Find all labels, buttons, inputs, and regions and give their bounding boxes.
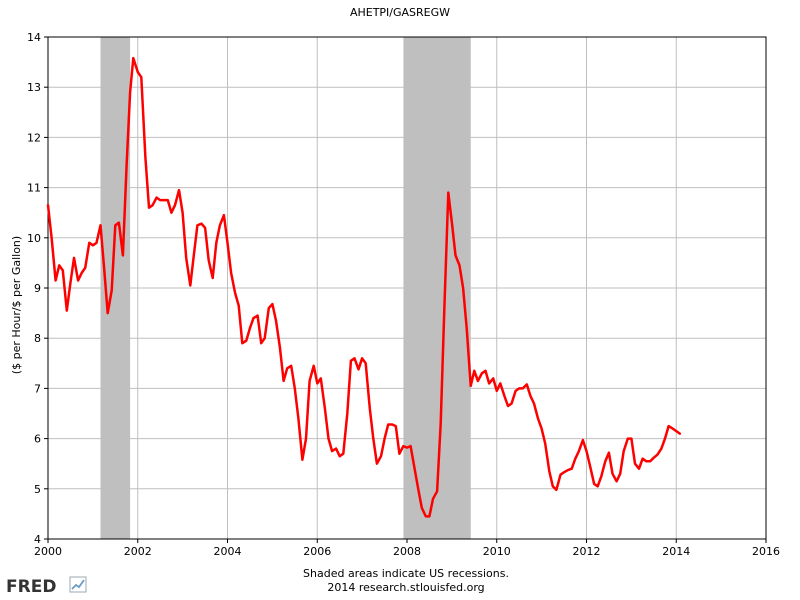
x-tick-labels: 2000 2002 2004 2006 2008 2010 2012 2014 2016 (34, 545, 780, 558)
y-gridlines (44, 36, 766, 540)
fred-chart-icon (69, 576, 87, 593)
y-tick-label: 10 (27, 232, 41, 245)
x-tick-label: 2008 (393, 545, 421, 558)
y-tick-label: 8 (34, 332, 41, 345)
y-tick-label: 6 (34, 433, 41, 446)
series-line-1 (46, 56, 682, 518)
x-tick-label: 2004 (214, 545, 242, 558)
x-tick-label: 2002 (124, 545, 152, 558)
series-lines (46, 56, 682, 518)
x-tick-label: 2012 (573, 545, 601, 558)
y-tick-label: 5 (34, 483, 41, 496)
x-tick-label: 2000 (34, 545, 62, 558)
fred-logo: FRED (6, 576, 87, 597)
x-gridlines (47, 37, 767, 543)
x-tick-label: 2010 (483, 545, 511, 558)
y-axis-label: ($ per Hour/$ per Gallon) (10, 236, 23, 374)
x-tick-label: 2014 (662, 545, 690, 558)
y-tick-label: 11 (27, 182, 41, 195)
x-tick-label: 2016 (752, 545, 780, 558)
y-tick-labels: 4 5 6 7 8 9 10 11 12 13 14 (27, 31, 41, 546)
y-tick-label: 14 (27, 31, 41, 44)
y-tick-label: 9 (34, 282, 41, 295)
footer-note: Shaded areas indicate US recessions. (303, 567, 509, 580)
x-tick-label: 2006 (303, 545, 331, 558)
footer-source: 2014 research.stlouisfed.org (327, 581, 484, 594)
y-tick-label: 7 (34, 382, 41, 395)
fred-logo-text: FRED (6, 577, 56, 597)
plot-border (47, 36, 767, 540)
y-tick-label: 13 (27, 81, 41, 94)
y-tick-label: 12 (27, 131, 41, 144)
y-tick-label: 4 (34, 533, 41, 546)
chart-title: AHETPI/GASREGW (350, 6, 450, 19)
